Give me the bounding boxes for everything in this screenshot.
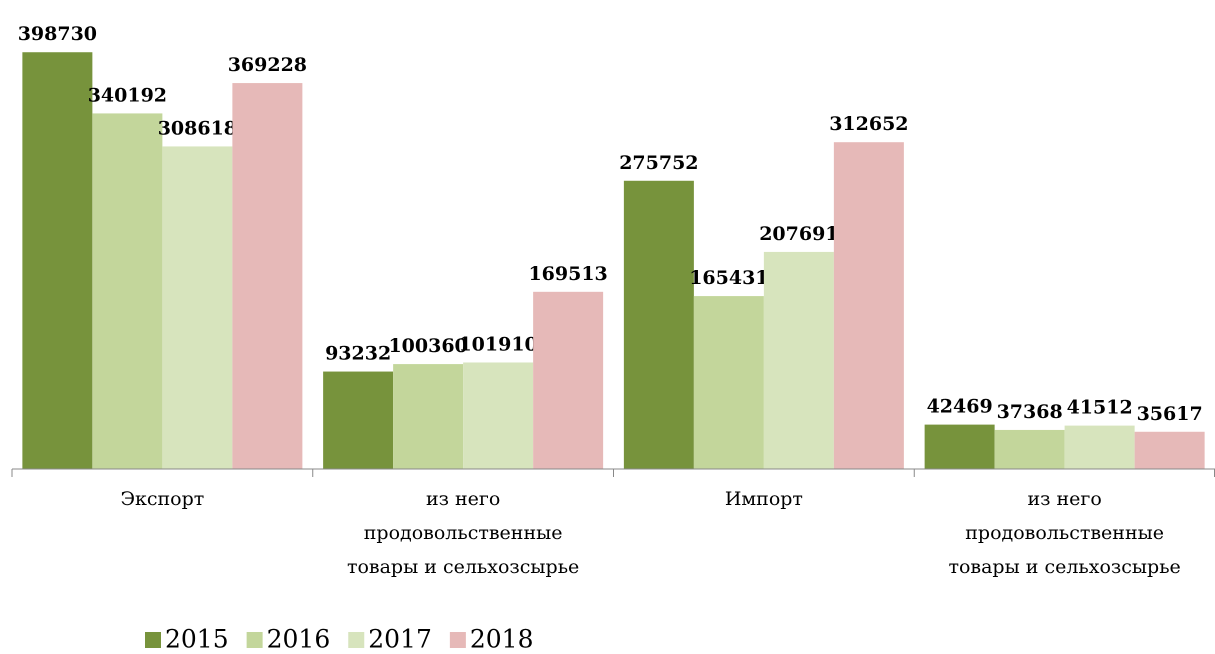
bar bbox=[994, 429, 1065, 469]
legend-swatch bbox=[348, 632, 365, 648]
value-label: 275752 bbox=[619, 152, 698, 174]
legend-swatch bbox=[145, 632, 161, 648]
value-label: 42469 bbox=[927, 396, 993, 418]
value-label: 169513 bbox=[528, 263, 607, 285]
bar bbox=[463, 362, 534, 469]
legend-swatch bbox=[246, 632, 263, 648]
value-label: 37368 bbox=[997, 401, 1063, 423]
bar bbox=[393, 364, 464, 469]
value-label: 93232 bbox=[325, 343, 391, 365]
value-label: 165431 bbox=[689, 267, 768, 289]
bar bbox=[924, 424, 995, 469]
bar bbox=[533, 291, 604, 469]
x-tick-label: из него продовольственные товары и сельх… bbox=[948, 488, 1181, 578]
legend-swatch bbox=[449, 632, 466, 648]
legend-label: 2015 bbox=[165, 625, 229, 654]
value-label: 41512 bbox=[1067, 397, 1133, 419]
bar bbox=[763, 251, 834, 469]
bar bbox=[323, 371, 394, 469]
x-tick-label: из него продовольственные товары и сельх… bbox=[346, 488, 580, 578]
bar bbox=[833, 142, 904, 469]
bar bbox=[623, 180, 694, 469]
legend-label: 2018 bbox=[470, 625, 534, 654]
bar bbox=[1134, 431, 1205, 469]
bar bbox=[22, 52, 93, 470]
value-label: 100360 bbox=[388, 335, 467, 357]
value-label: 312652 bbox=[829, 113, 908, 135]
bar bbox=[162, 146, 233, 469]
value-label: 308618 bbox=[158, 117, 237, 139]
value-label: 35617 bbox=[1137, 403, 1203, 425]
bar bbox=[232, 83, 303, 470]
value-label: 340192 bbox=[88, 84, 167, 106]
value-label: 398730 bbox=[18, 23, 97, 45]
x-tick-label: Экспорт bbox=[120, 488, 205, 510]
legend-label: 2017 bbox=[368, 625, 432, 654]
value-label: 207691 bbox=[759, 223, 838, 245]
bar bbox=[1064, 425, 1135, 469]
legend-label: 2016 bbox=[267, 625, 331, 654]
value-label: 369228 bbox=[228, 54, 307, 76]
x-tick-label: Импорт bbox=[724, 488, 803, 510]
bar bbox=[693, 296, 764, 469]
value-label: 101910 bbox=[458, 333, 537, 355]
bar bbox=[92, 113, 163, 469]
